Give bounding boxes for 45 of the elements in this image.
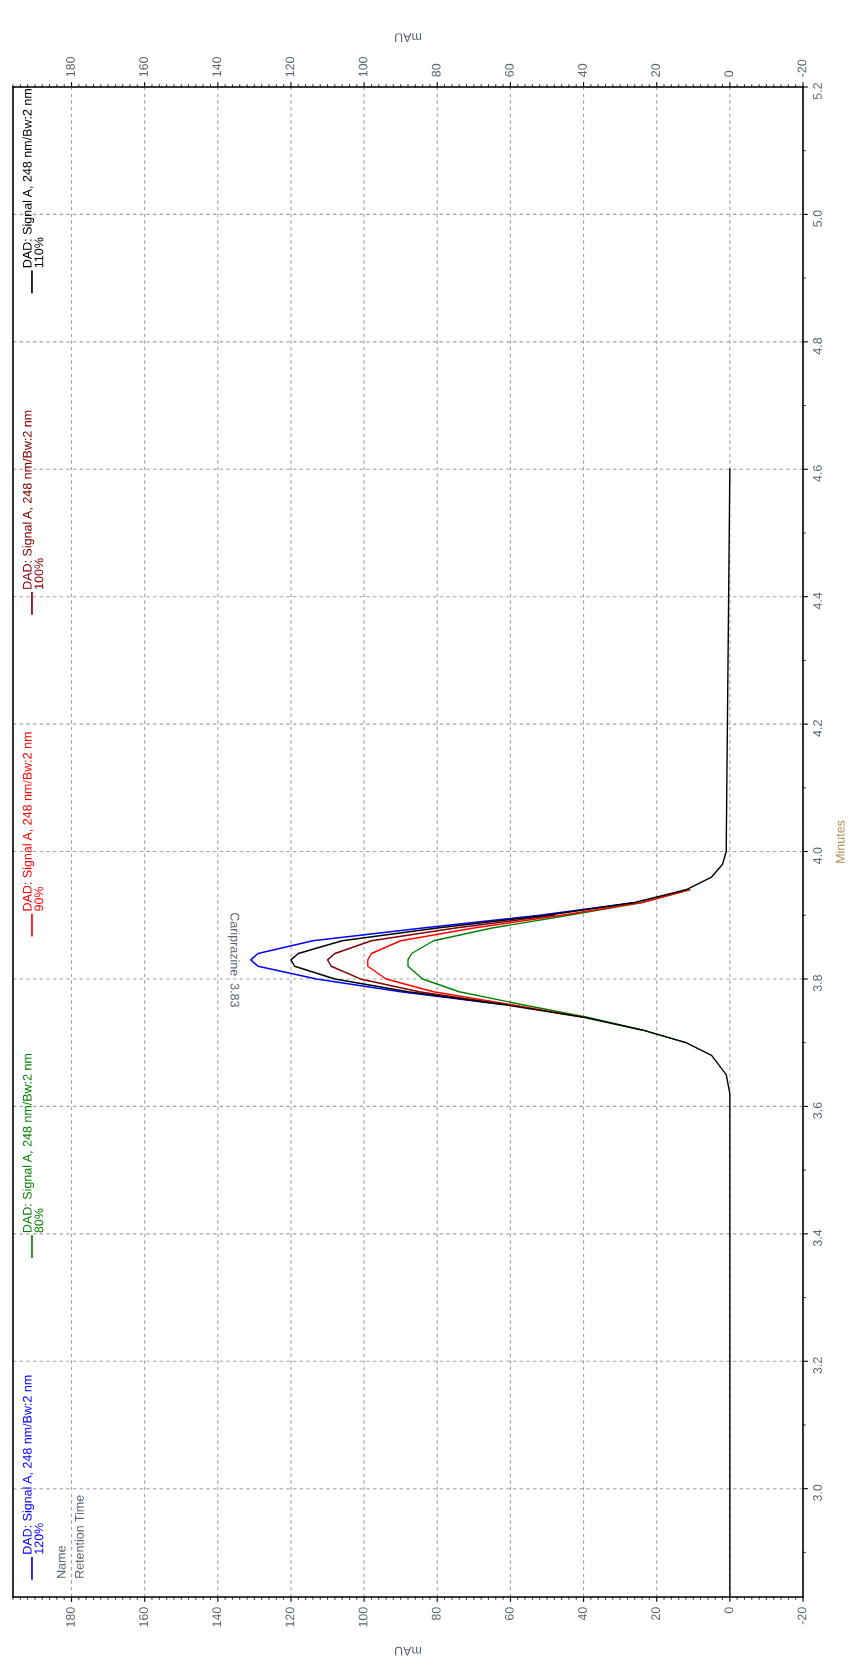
- x-tick-label: 140: [212, 56, 222, 77]
- x-tick-label: 120: [285, 56, 295, 77]
- y-tick-label: 3.4: [813, 1229, 822, 1247]
- x2-tick-label: 20: [651, 1607, 661, 1620]
- x2-tick-label: 100: [358, 1607, 368, 1627]
- x2-tick-label: 60: [504, 1607, 514, 1620]
- x-tick-label: 0: [724, 70, 734, 77]
- y-tick-label: 3.6: [813, 1102, 822, 1119]
- y-axis-title: Minutes: [835, 820, 845, 863]
- x2-tick-label: 0: [724, 1607, 734, 1614]
- annotation: Name: [56, 1546, 66, 1578]
- annotation: Retention Time: [74, 1495, 84, 1578]
- text: DAD: Signal A, 248 nm/Bw:2 nm 110%: [22, 89, 44, 268]
- x-tick-label: 20: [651, 63, 661, 77]
- x2-tick-label: 180: [66, 1607, 75, 1627]
- text: DAD: Signal A, 248 nm/Bw:2 nm 100%: [22, 410, 44, 589]
- x2-tick-label: 40: [578, 1607, 587, 1621]
- x2-tick-label: 120: [285, 1607, 295, 1627]
- x2-tick-label: 160: [139, 1607, 149, 1627]
- y-tick-label: 3.0: [813, 1484, 822, 1502]
- x-tick-label: 160: [139, 56, 149, 77]
- x-tick-label: 60: [504, 63, 514, 77]
- x-axis-title: mAU: [395, 1646, 422, 1656]
- x-tick-label: 40: [578, 63, 587, 77]
- x2-axis-title: mAU: [395, 33, 422, 42]
- y-tick-label: 4.8: [813, 337, 822, 355]
- y-tick-label: 4.4: [813, 592, 822, 610]
- text: DAD: Signal A, 248 nm/Bw:2 nm 90%: [22, 732, 44, 911]
- y-tick-label: 4.6: [813, 465, 822, 482]
- x2-tick-label: -20: [797, 1607, 807, 1625]
- x-tick-label: 80: [431, 63, 441, 77]
- y-tick-label: 5.2: [813, 83, 822, 100]
- y-tick-label: 3.8: [813, 975, 822, 992]
- x-tick-label: 100: [358, 56, 368, 77]
- x-tick-label: 180: [66, 56, 75, 77]
- x2-tick-label: 140: [212, 1607, 222, 1627]
- y-tick-label: 4.0: [813, 847, 822, 865]
- x-tick-label: -20: [797, 59, 807, 77]
- y-tick-label: 5.0: [813, 210, 822, 227]
- y-tick-label: 3.2: [813, 1357, 822, 1374]
- text: DAD: Signal A, 248 nm/Bw:2 nm 80%: [22, 1053, 44, 1233]
- x2-tick-label: 80: [431, 1607, 441, 1621]
- y-tick-label: 4.2: [813, 720, 822, 737]
- annotation: Cariprazine 3.83: [227, 912, 240, 1007]
- text: DAD: Signal A, 248 nm/Bw:2 nm 120%: [22, 1375, 44, 1554]
